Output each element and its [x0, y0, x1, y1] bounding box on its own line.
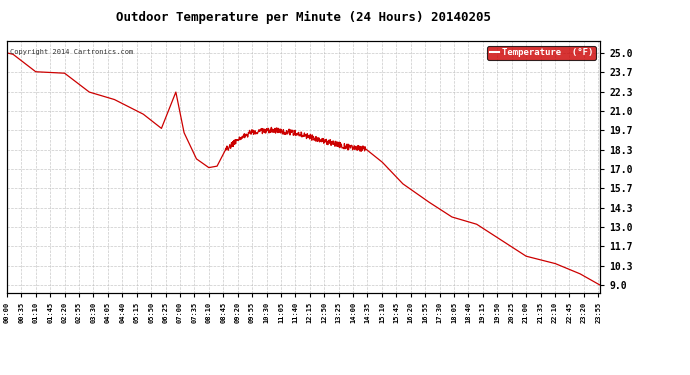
Text: Outdoor Temperature per Minute (24 Hours) 20140205: Outdoor Temperature per Minute (24 Hours… — [116, 11, 491, 24]
Text: Copyright 2014 Cartronics.com: Copyright 2014 Cartronics.com — [10, 49, 133, 55]
Legend: Temperature  (°F): Temperature (°F) — [487, 46, 595, 60]
